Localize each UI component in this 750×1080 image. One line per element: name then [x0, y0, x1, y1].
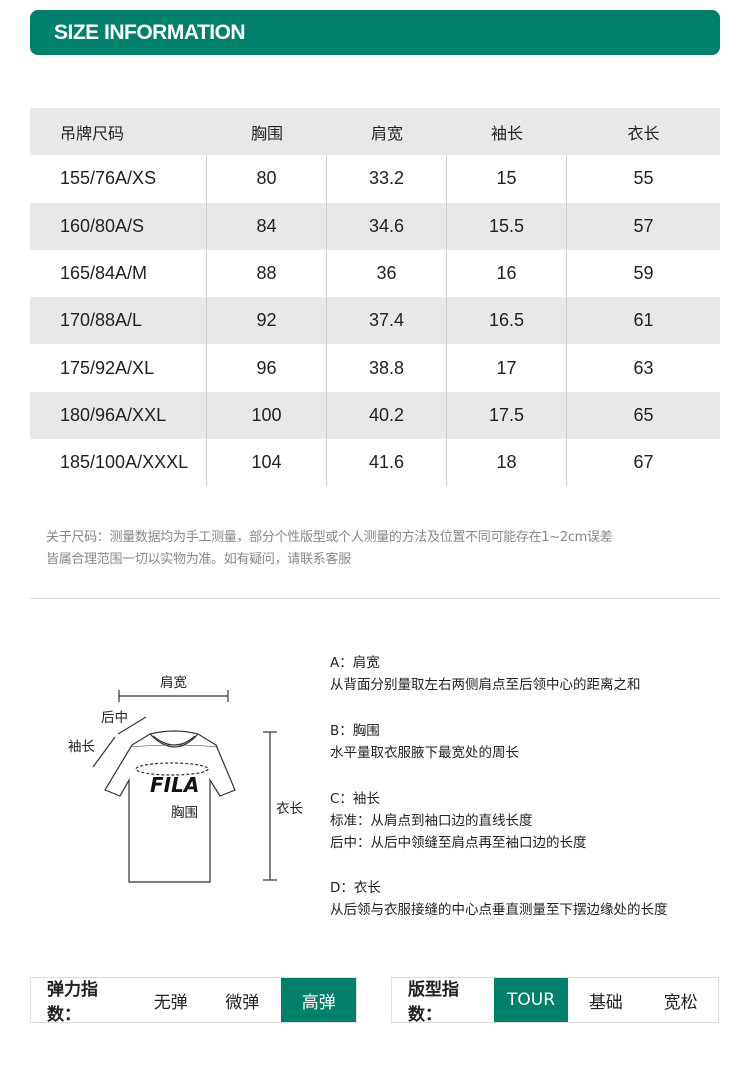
table-row: 175/92A/XL 96 38.8 17 63 [30, 344, 720, 392]
desc-line: 从背面分别量取左右两侧肩点至后领中心的距离之和 [330, 677, 641, 693]
table-cell: 36 [327, 249, 447, 298]
table-cell: 65 [633, 404, 654, 425]
table-cell: 33.2 [327, 155, 447, 203]
desc-line: 水平量取衣服腋下最宽处的周长 [330, 745, 519, 761]
elasticity-index: 弹力指数： 无弹 微弹 高弹 [30, 977, 357, 1025]
fila-logo: FILA [150, 773, 199, 797]
tshirt-diagram: FILA [92, 690, 277, 883]
header-cell: 衣长 [627, 125, 660, 143]
elasticity-option: 无弹 [153, 992, 188, 1013]
table-cell: 84 [207, 202, 327, 250]
table-cell: 41.6 [327, 439, 447, 487]
fit-label: 版型指数： [408, 980, 459, 1025]
table-cell: 175/92A/XL [30, 344, 207, 392]
table-header-row: 吊牌尺码 胸围 肩宽 袖长 衣长 [30, 108, 720, 156]
sleeve-label: 袖长 [68, 739, 95, 755]
size-table: 吊牌尺码 胸围 肩宽 袖长 衣长 155/76A/XS 80 33.2 15 55 160… [30, 108, 720, 487]
chest-label: 胸围 [171, 805, 198, 821]
table-cell: 15 [447, 155, 567, 203]
table-cell: 155/76A/XS [30, 155, 207, 203]
table-cell: 88 [207, 249, 327, 298]
table-cell: 57 [633, 215, 654, 236]
size-note: 关于尺码：测量数据均为手工测量，部分个性版型或个人测量的方法及位置不同可能存在1… [46, 527, 726, 571]
table-cell: 92 [207, 297, 327, 345]
table-cell: 104 [207, 439, 327, 487]
table-cell: 16 [447, 249, 567, 298]
table-cell: 55 [633, 168, 654, 189]
desc-title: B：胸围 [330, 723, 380, 739]
table-cell: 180/96A/XXL [30, 391, 207, 440]
elasticity-label: 弹力指数： [47, 980, 98, 1025]
desc-line: 后中：从后中领缝至肩点再至袖口边的长度 [330, 835, 587, 851]
desc-a: A：肩宽 从背面分别量取左右两侧肩点至后领中心的距离之和 [330, 652, 641, 696]
table-cell: 34.6 [327, 202, 447, 250]
table-cell: 80 [207, 155, 327, 203]
table-cell: 59 [633, 263, 654, 284]
table-cell: 17 [447, 344, 567, 392]
header-cell: 袖长 [490, 125, 523, 143]
table-row: 160/80A/S 84 34.6 15.5 57 [30, 202, 720, 250]
desc-title: C：袖长 [330, 791, 380, 807]
desc-title: A：肩宽 [330, 655, 380, 671]
table-row: 165/84A/M 88 36 16 59 [30, 249, 720, 298]
note-line: 关于尺码：测量数据均为手工测量，部分个性版型或个人测量的方法及位置不同可能存在1… [46, 530, 613, 545]
table-row: 155/76A/XS 80 33.2 15 55 [30, 155, 720, 203]
table-cell: 16.5 [447, 297, 567, 345]
header-cell: 吊牌尺码 [60, 125, 125, 143]
table-cell: 15.5 [447, 202, 567, 250]
table-cell: 160/80A/S [30, 202, 207, 250]
table-cell: 61 [633, 310, 654, 331]
table-cell: 38.8 [327, 344, 447, 392]
desc-b: B：胸围 水平量取衣服腋下最宽处的周长 [330, 720, 519, 764]
shoulder-label: 肩宽 [160, 675, 187, 691]
table-cell: 67 [633, 452, 654, 473]
table-row: 185/100A/XXXL 104 41.6 18 67 [30, 439, 720, 487]
desc-line: 从后领与衣服接缝的中心点垂直测量至下摆边缘处的长度 [330, 902, 668, 918]
header-cell: 肩宽 [370, 125, 403, 143]
back-center-label: 后中 [101, 710, 128, 726]
table-cell: 17.5 [447, 391, 567, 440]
fit-option-selected: TOUR [493, 978, 569, 1022]
elasticity-option-selected: 高弹 [281, 978, 356, 1022]
table-cell: 63 [633, 357, 654, 378]
header-cell: 胸围 [250, 125, 283, 143]
desc-line: 标准：从肩点到袖口边的直线长度 [330, 813, 533, 829]
section-header: SIZE INFORMATION [30, 10, 720, 55]
table-row: 170/88A/L 92 37.4 16.5 61 [30, 297, 720, 345]
table-cell: 18 [447, 439, 567, 487]
fit-option: 基础 [588, 992, 623, 1013]
length-label: 衣长 [276, 801, 303, 817]
elasticity-option: 微弹 [225, 992, 260, 1013]
note-line: 皆属合理范围一切以实物为准。如有疑问，请联系客服 [46, 552, 351, 567]
table-row: 180/96A/XXL 100 40.2 17.5 65 [30, 391, 720, 440]
desc-c: C：袖长 标准：从肩点到袖口边的直线长度 后中：从后中领缝至肩点再至袖口边的长度 [330, 788, 587, 854]
fit-option: 宽松 [663, 992, 698, 1013]
divider [30, 598, 720, 599]
desc-d: D：衣长 从后领与衣服接缝的中心点垂直测量至下摆边缘处的长度 [330, 877, 668, 921]
fit-index: 版型指数： TOUR 基础 宽松 [391, 977, 719, 1025]
table-cell: 165/84A/M [30, 249, 207, 298]
table-cell: 37.4 [327, 297, 447, 345]
table-cell: 170/88A/L [30, 297, 207, 345]
table-cell: 100 [207, 391, 327, 440]
table-cell: 96 [207, 344, 327, 392]
desc-title: D：衣长 [330, 880, 381, 896]
table-cell: 185/100A/XXXL [30, 439, 207, 487]
table-cell: 40.2 [327, 391, 447, 440]
